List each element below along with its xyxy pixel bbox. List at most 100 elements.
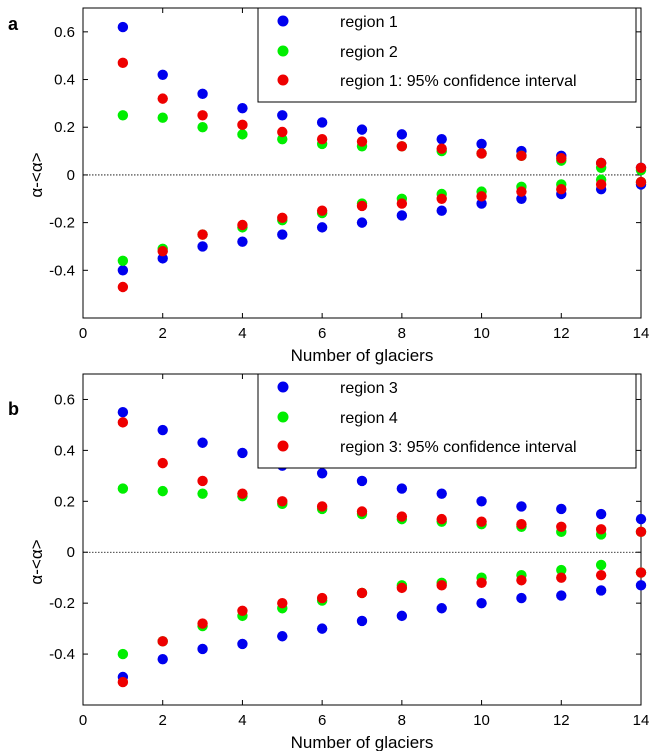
data-point-b-s3 [476,577,487,588]
data-point-a-s3 [436,193,447,204]
x-tick-label-a: 12 [553,325,570,342]
y-tick-label-b: 0 [67,544,75,561]
y-tick-label-b: -0.4 [49,646,75,663]
data-point-a-s3 [157,93,168,104]
x-tick-label-b: 8 [398,712,406,729]
data-point-a-s1 [277,229,288,240]
data-point-b-s3 [117,676,129,688]
data-point-b-s1 [157,653,168,665]
data-point-b-s3 [356,587,368,599]
legend-label-region-3-ci: region 3: 95% confidence interval [340,439,577,456]
data-point-a-s1 [356,217,368,228]
data-point-b-s1 [396,610,408,622]
y-tick-label-b: 0.2 [54,493,75,510]
y-tick-label-a: 0.4 [54,72,75,89]
data-point-b-s2 [117,648,129,660]
data-point-b-s1 [316,623,328,634]
data-point-a-s3 [516,186,527,197]
y-axis-label-b: α-<α> [27,539,46,584]
data-point-b-s1 [117,406,129,418]
x-tick-label-a: 4 [238,325,246,342]
data-point-b-s1 [197,437,208,448]
x-tick-label-a: 0 [79,325,87,342]
data-point-a-s3 [277,212,288,224]
data-point-a-s2 [197,122,208,133]
data-point-b-s3 [595,569,607,581]
y-tick-label-a: 0 [67,167,75,184]
data-point-b-s1 [595,585,607,596]
y-tick-label-b: 0.4 [54,442,75,459]
data-point-b-s1 [436,603,447,614]
y-tick-label-b: -0.2 [49,595,75,612]
data-point-a-s1 [197,241,208,252]
data-point-b-s3 [396,511,408,522]
panel-b: b 0 2 4 6 8 10 12 14 -0.4 -0.2 0 0.2 0.4 0.6 Number o… [8,373,650,751]
data-point-a-s1 [436,133,447,145]
data-point-b-s1 [237,638,248,650]
data-point-a-s3 [436,143,447,154]
legend-marker-region-2 [277,45,289,57]
x-axis-label-a: Number of glaciers [291,346,434,365]
x-tick-label-b: 10 [473,712,490,729]
data-point-a-s3 [595,157,607,169]
data-point-a-s3 [476,191,487,202]
x-tick-label-b: 6 [318,712,326,729]
data-point-b-s3 [157,457,168,469]
panel-label-b: b [8,399,19,419]
data-point-a-s1 [436,205,447,216]
legend-marker-region-3 [277,381,289,393]
data-point-a-s2 [117,110,129,121]
panel-a: a 0 2 4 6 8 10 12 14 -0.4 -0.2 0 0.2 0.4 0.6 Number o… [8,7,650,365]
y-tick-label-a: 0.2 [54,119,75,136]
data-point-a-s3 [356,136,368,147]
data-point-b-s3 [436,580,447,591]
data-point-b-s3 [197,475,208,487]
data-point-b-s1 [356,615,368,627]
data-point-b-s3 [316,501,328,512]
data-point-b-s3 [595,524,607,535]
data-point-a-s3 [396,198,408,209]
data-point-b-s1 [635,580,647,591]
data-point-a-s1 [476,198,487,209]
data-point-a-s2 [157,112,168,123]
legend-label-region-4: region 4 [340,410,398,427]
legend-marker-region-1-ci [277,74,289,86]
x-tick-label-b: 0 [79,712,87,729]
data-point-b-s1 [157,424,168,436]
data-point-a-s3 [595,179,607,190]
data-point-b-s2 [197,488,208,499]
data-point-b-s1 [556,590,567,601]
data-point-a-s3 [237,119,248,131]
data-point-a-s1 [356,124,368,135]
data-point-a-s3 [197,229,208,240]
data-point-a-s1 [157,253,168,264]
legend-marker-region-4 [277,411,289,423]
data-point-a-s2 [277,133,288,145]
data-point-a-s3 [556,184,567,195]
y-axis-label-a: α-<α> [27,152,46,197]
data-point-b-s3 [237,605,248,616]
data-point-b-s3 [396,582,408,594]
data-point-a-s1 [117,265,129,276]
x-tick-label-a: 14 [633,325,650,342]
x-tick-label-b: 12 [553,712,570,729]
data-point-b-s3 [277,496,288,507]
data-point-b-s1 [635,513,647,525]
data-point-b-s2 [157,485,168,497]
y-tick-label-a: 0.6 [54,24,75,41]
data-point-b-s1 [476,496,487,507]
x-tick-label-a: 2 [159,325,167,342]
data-point-b-s1 [197,643,208,655]
data-point-a-s3 [117,281,129,293]
legend-a: region 1 region 2 region 1: 95% confiden… [257,7,637,103]
data-point-b-s1 [396,483,408,494]
data-point-b-s3 [237,488,248,499]
data-point-b-s3 [635,526,647,538]
legend-b: region 3 region 4 region 3: 95% confiden… [257,373,637,469]
data-point-b-s2 [595,559,607,571]
data-point-a-s1 [157,69,168,80]
data-point-b-s3 [635,567,647,578]
data-point-a-s1 [316,117,328,128]
x-tick-label-b: 14 [633,712,650,729]
